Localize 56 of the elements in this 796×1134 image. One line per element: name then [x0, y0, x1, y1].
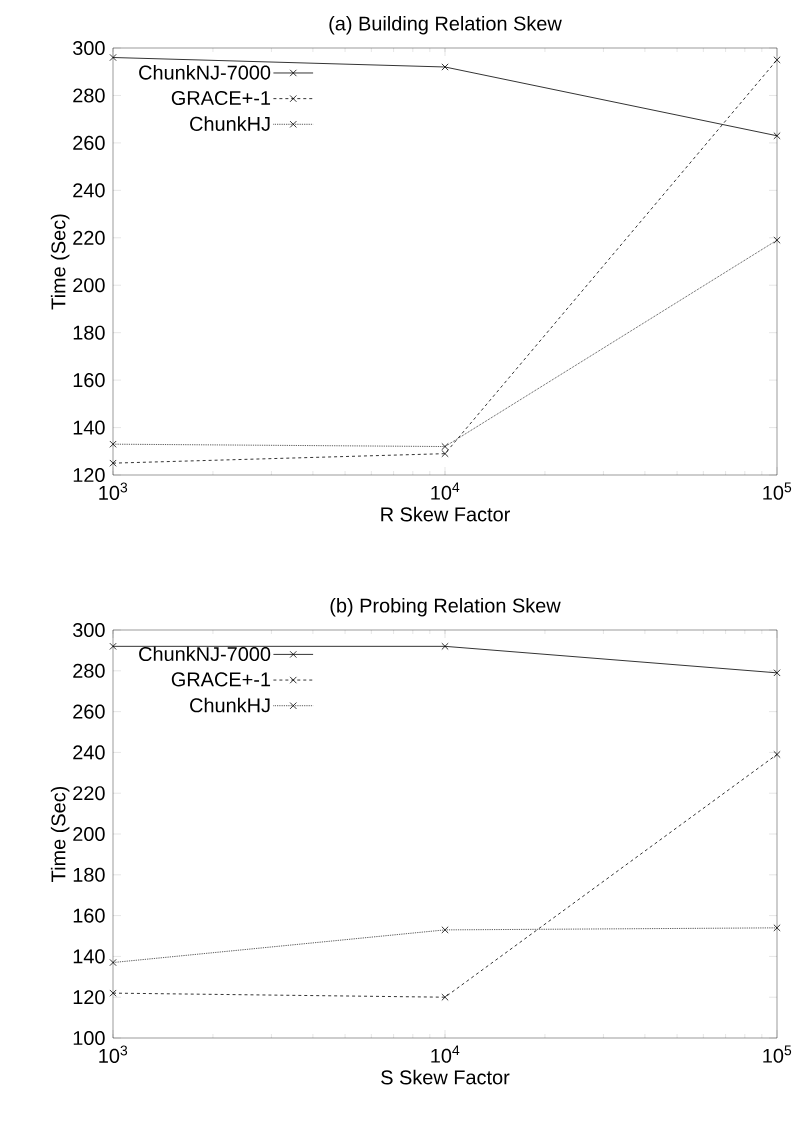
y-tick-label: 100 — [74, 1030, 105, 1046]
point — [109, 989, 117, 997]
y-tick-label: 180 — [74, 325, 105, 340]
y-tick-label: 220 — [73, 230, 105, 245]
point — [109, 958, 117, 967]
point — [109, 459, 117, 467]
legend-label: ChunkNJ-7000 — [139, 646, 271, 662]
point — [773, 56, 781, 64]
point — [773, 924, 781, 932]
point — [441, 642, 449, 650]
point — [773, 669, 781, 677]
y-axis-title: Time (Sec) — [51, 786, 70, 882]
point — [441, 993, 449, 1001]
point — [109, 53, 117, 62]
legend-label: ChunkNJ-7000 — [139, 65, 271, 80]
x-tick-label: 10$^{5}$ — [763, 1045, 792, 1063]
point — [109, 440, 117, 448]
legend-label: ChunkHJ — [190, 116, 270, 131]
y-tick-label: 140 — [74, 420, 105, 435]
point — [441, 442, 449, 451]
y-tick-label: 160 — [74, 908, 105, 923]
y-tick-label: 120 — [74, 467, 105, 483]
x-tick-label: 10$^{3}$ — [99, 1045, 128, 1063]
x-tick-label: 10$^{4}$ — [431, 1045, 460, 1063]
x-tick-label: 10$^{3}$ — [99, 482, 128, 500]
y-tick-label: 120 — [74, 990, 105, 1005]
y-tick-label: 200 — [73, 278, 105, 293]
y-tick-label: 180 — [74, 867, 105, 882]
y-axis-title: Time (Sec) — [51, 214, 70, 310]
point — [109, 642, 117, 650]
y-tick-label: 260 — [73, 135, 105, 150]
point — [773, 236, 781, 244]
point — [441, 926, 449, 934]
y-tick-label: 280 — [73, 663, 105, 678]
y-tick-label: 160 — [74, 373, 105, 388]
x-axis-title: R Skew Factor — [381, 506, 511, 522]
y-tick-label: 240 — [73, 183, 105, 198]
x-tick-label: 10$^{4}$ — [431, 482, 460, 500]
point — [773, 132, 781, 140]
legend-label: GRACE+-1 — [172, 672, 271, 687]
y-tick-label: 300 — [73, 40, 105, 56]
y-tick-label: 240 — [73, 745, 105, 760]
point — [441, 450, 449, 458]
y-tick-label: 260 — [73, 704, 105, 719]
legend-label: GRACE+-1 — [172, 90, 271, 106]
x-axis-title: S Skew Factor — [381, 1069, 510, 1085]
y-tick-label: 300 — [73, 622, 105, 638]
point — [773, 750, 781, 759]
y-tick-label: 200 — [73, 826, 105, 842]
y-tick-label: 280 — [73, 88, 105, 103]
y-tick-label: 140 — [74, 949, 105, 964]
legend-label: ChunkHJ — [190, 697, 270, 713]
x-tick-label: 10$^{5}$ — [763, 482, 792, 500]
chart-title: (a) Building Relation Skew — [329, 15, 563, 35]
y-tick-label: 220 — [73, 786, 105, 801]
chart-title: (b) Probing Relation Skew — [330, 597, 561, 617]
